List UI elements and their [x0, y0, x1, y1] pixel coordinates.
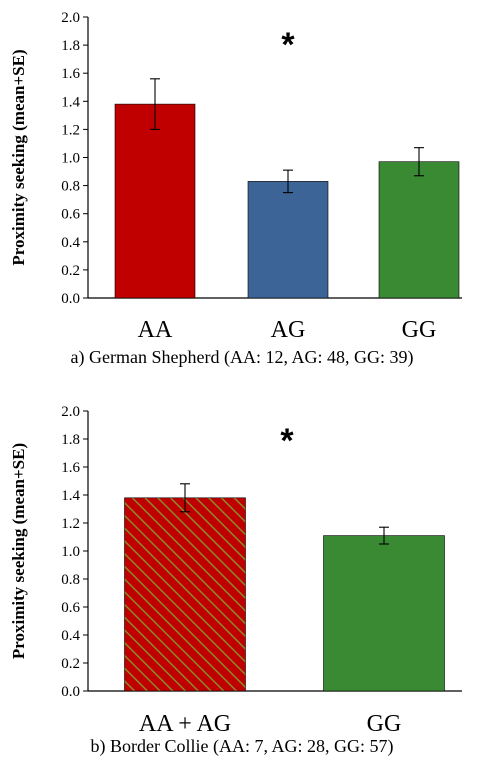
- chart-a-bar-ag: [247, 181, 329, 299]
- chart-a-y-tick-label: 0.4: [61, 235, 80, 251]
- chart-a-category-label: AA: [138, 317, 173, 343]
- chart-b-bar-gg: [323, 535, 445, 692]
- chart-a-y-tick-label: 0.8: [61, 179, 80, 195]
- chart-b-y-tick-label: 0.6: [61, 600, 80, 616]
- chart-a-plot: 0.0 0.2 0.4 0.6 0.8 1.0 1.2 1.4 1.6 1.8 2.0 Proxim…: [9, 10, 462, 343]
- chart-a-y-tick-label: 0.0: [61, 291, 80, 307]
- chart-b-y-tick-label: 1.4: [61, 488, 80, 504]
- chart-a-bar-gg: [378, 161, 460, 299]
- chart-a-y-tick-label: 0.6: [61, 207, 80, 223]
- chart-a-y-tick-label: 2.0: [61, 10, 80, 26]
- chart-a-y-tick-label: 1.4: [61, 94, 80, 110]
- chart-a-significance-marker: *: [281, 26, 295, 64]
- chart-a-y-tick-label: 1.6: [61, 66, 80, 82]
- chart-a-bar-aa: [114, 103, 196, 299]
- chart-a-category-label: GG: [402, 317, 437, 343]
- chart-b-significance-marker: *: [280, 422, 294, 460]
- chart-b-y-tick-label: 0.0: [61, 684, 80, 700]
- chart-b-plot: 0.0 0.2 0.4 0.6 0.8 1.0 1.2 1.4 1.6 1.8 2.0 Proxim…: [9, 404, 462, 737]
- chart-a-caption: a) German Shepherd (AA: 12, AG: 48, GG: …: [70, 347, 414, 367]
- chart-b-category-label: AA + AG: [139, 711, 231, 737]
- chart-a-y-tick-label: 0.2: [61, 263, 80, 279]
- chart-a-category-label: AG: [271, 317, 306, 343]
- chart-b-y-tick-label: 2.0: [61, 404, 80, 420]
- chart-b-category-label: GG: [367, 711, 402, 737]
- chart-b-y-tick-label: 1.6: [61, 460, 80, 476]
- chart-b-y-tick-label: 0.4: [61, 628, 80, 644]
- chart-b-y-tick-label: 1.0: [61, 544, 80, 560]
- chart-a-y-tick-label: 1.2: [61, 122, 80, 138]
- chart-a-y-axis-title: Proximity seeking (mean+SE): [9, 49, 28, 265]
- chart-b-caption: b) Border Collie (AA: 7, AG: 28, GG: 57): [90, 736, 394, 756]
- chart-b-y-tick-label: 0.2: [61, 656, 80, 672]
- chart-b-bar-aa-ag: [124, 497, 246, 692]
- chart-panel-a: 0.0 0.2 0.4 0.6 0.8 1.0 1.2 1.4 1.6 1.8 2.0 Proxim…: [9, 10, 462, 367]
- chart-b-y-tick-label: 1.2: [61, 516, 80, 532]
- chart-b-y-tick-label: 1.8: [61, 432, 80, 448]
- chart-b-y-tick-label: 0.8: [61, 572, 80, 588]
- chart-a-y-tick-label: 1.0: [61, 151, 80, 167]
- chart-b-y-axis-title: Proximity seeking (mean+SE): [9, 443, 28, 659]
- chart-panel-b: 0.0 0.2 0.4 0.6 0.8 1.0 1.2 1.4 1.6 1.8 2.0 Proxim…: [0, 392, 484, 766]
- chart-a-y-tick-label: 1.8: [61, 38, 80, 54]
